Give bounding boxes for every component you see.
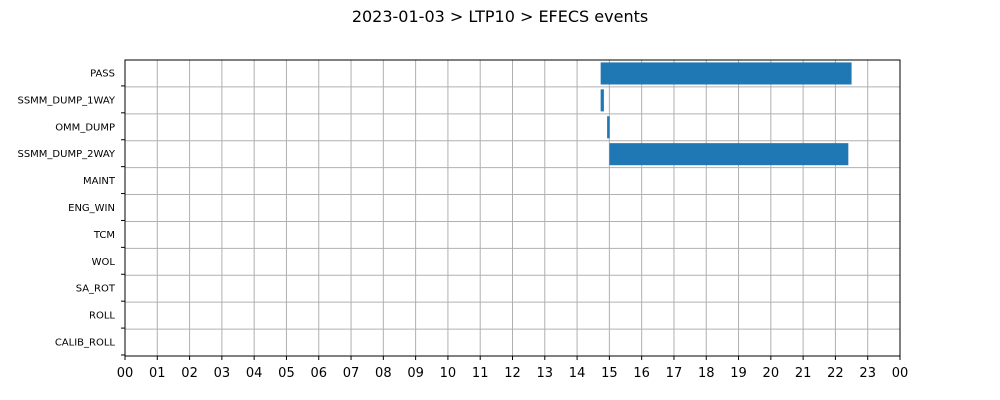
x-tick-label: 11 bbox=[472, 366, 489, 381]
x-tick-label: 06 bbox=[310, 366, 327, 381]
x-tick-label: 04 bbox=[246, 366, 263, 381]
x-tick-label: 02 bbox=[181, 366, 198, 381]
x-tick-label: 13 bbox=[537, 366, 554, 381]
y-tick-label: OMM_DUMP bbox=[55, 122, 115, 133]
x-tick-label: 21 bbox=[795, 366, 812, 381]
y-tick-label: SA_ROT bbox=[76, 284, 116, 295]
x-tick-label: 12 bbox=[504, 366, 521, 381]
y-tick-label: ROLL bbox=[89, 311, 115, 322]
x-tick-label: 20 bbox=[763, 366, 780, 381]
x-tick-label: 14 bbox=[569, 366, 586, 381]
y-tick-label: PASS bbox=[90, 68, 115, 79]
x-tick-label: 10 bbox=[440, 366, 457, 381]
x-tick-label: 05 bbox=[278, 366, 295, 381]
x-tick-label: 00 bbox=[892, 366, 909, 381]
x-tick-label: 22 bbox=[827, 366, 844, 381]
x-tick-label: 15 bbox=[601, 366, 618, 381]
y-tick-label: SSMM_DUMP_1WAY bbox=[17, 95, 115, 106]
y-tick-label: SSMM_DUMP_2WAY bbox=[17, 149, 115, 160]
y-tick-label: WOL bbox=[92, 257, 116, 268]
y-tick-label: CALIB_ROLL bbox=[55, 338, 116, 349]
y-tick-label: ENG_WIN bbox=[68, 203, 115, 214]
event-bar bbox=[607, 116, 610, 139]
y-tick-label: MAINT bbox=[83, 176, 116, 187]
event-bar bbox=[600, 62, 852, 85]
x-tick-label: 07 bbox=[343, 366, 360, 381]
x-tick-label: 01 bbox=[149, 366, 166, 381]
x-tick-label: 03 bbox=[214, 366, 231, 381]
x-tick-label: 19 bbox=[730, 366, 747, 381]
x-tick-label: 23 bbox=[859, 366, 876, 381]
x-tick-label: 18 bbox=[698, 366, 715, 381]
x-tick-label: 09 bbox=[407, 366, 424, 381]
x-tick-label: 00 bbox=[117, 366, 134, 381]
x-tick-label: 08 bbox=[375, 366, 392, 381]
plot-frame bbox=[124, 59, 901, 357]
chart-title: 2023-01-03 > LTP10 > EFECS events bbox=[352, 7, 648, 26]
y-tick-label: TCM bbox=[93, 230, 115, 241]
x-tick-label: 16 bbox=[633, 366, 650, 381]
x-tick-label: 17 bbox=[666, 366, 683, 381]
event-bar bbox=[600, 89, 604, 112]
event-bar bbox=[609, 143, 849, 166]
